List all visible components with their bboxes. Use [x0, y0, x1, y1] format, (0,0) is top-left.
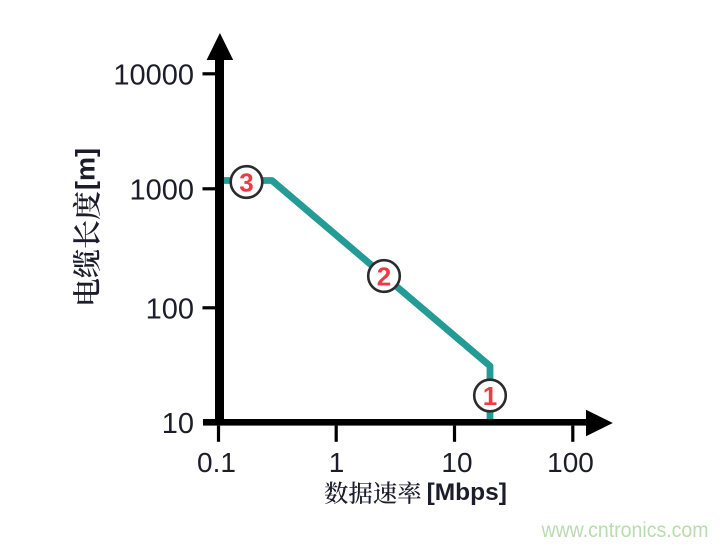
svg-text:1: 1 — [329, 447, 345, 478]
svg-text:10: 10 — [441, 447, 472, 478]
svg-text:10: 10 — [162, 408, 194, 440]
svg-text:0.1: 0.1 — [197, 447, 236, 478]
svg-text:2: 2 — [377, 261, 391, 291]
svg-text:[m]: [m] — [71, 148, 101, 190]
svg-text:1: 1 — [483, 381, 497, 411]
svg-text:100: 100 — [146, 293, 194, 325]
svg-text:3: 3 — [239, 167, 253, 197]
svg-text:100: 100 — [547, 447, 594, 478]
svg-text:[Mbps]: [Mbps] — [427, 479, 507, 506]
svg-text:www.cntronics.com: www.cntronics.com — [541, 518, 709, 542]
svg-text:10000: 10000 — [113, 59, 194, 91]
svg-text:1000: 1000 — [129, 174, 194, 206]
